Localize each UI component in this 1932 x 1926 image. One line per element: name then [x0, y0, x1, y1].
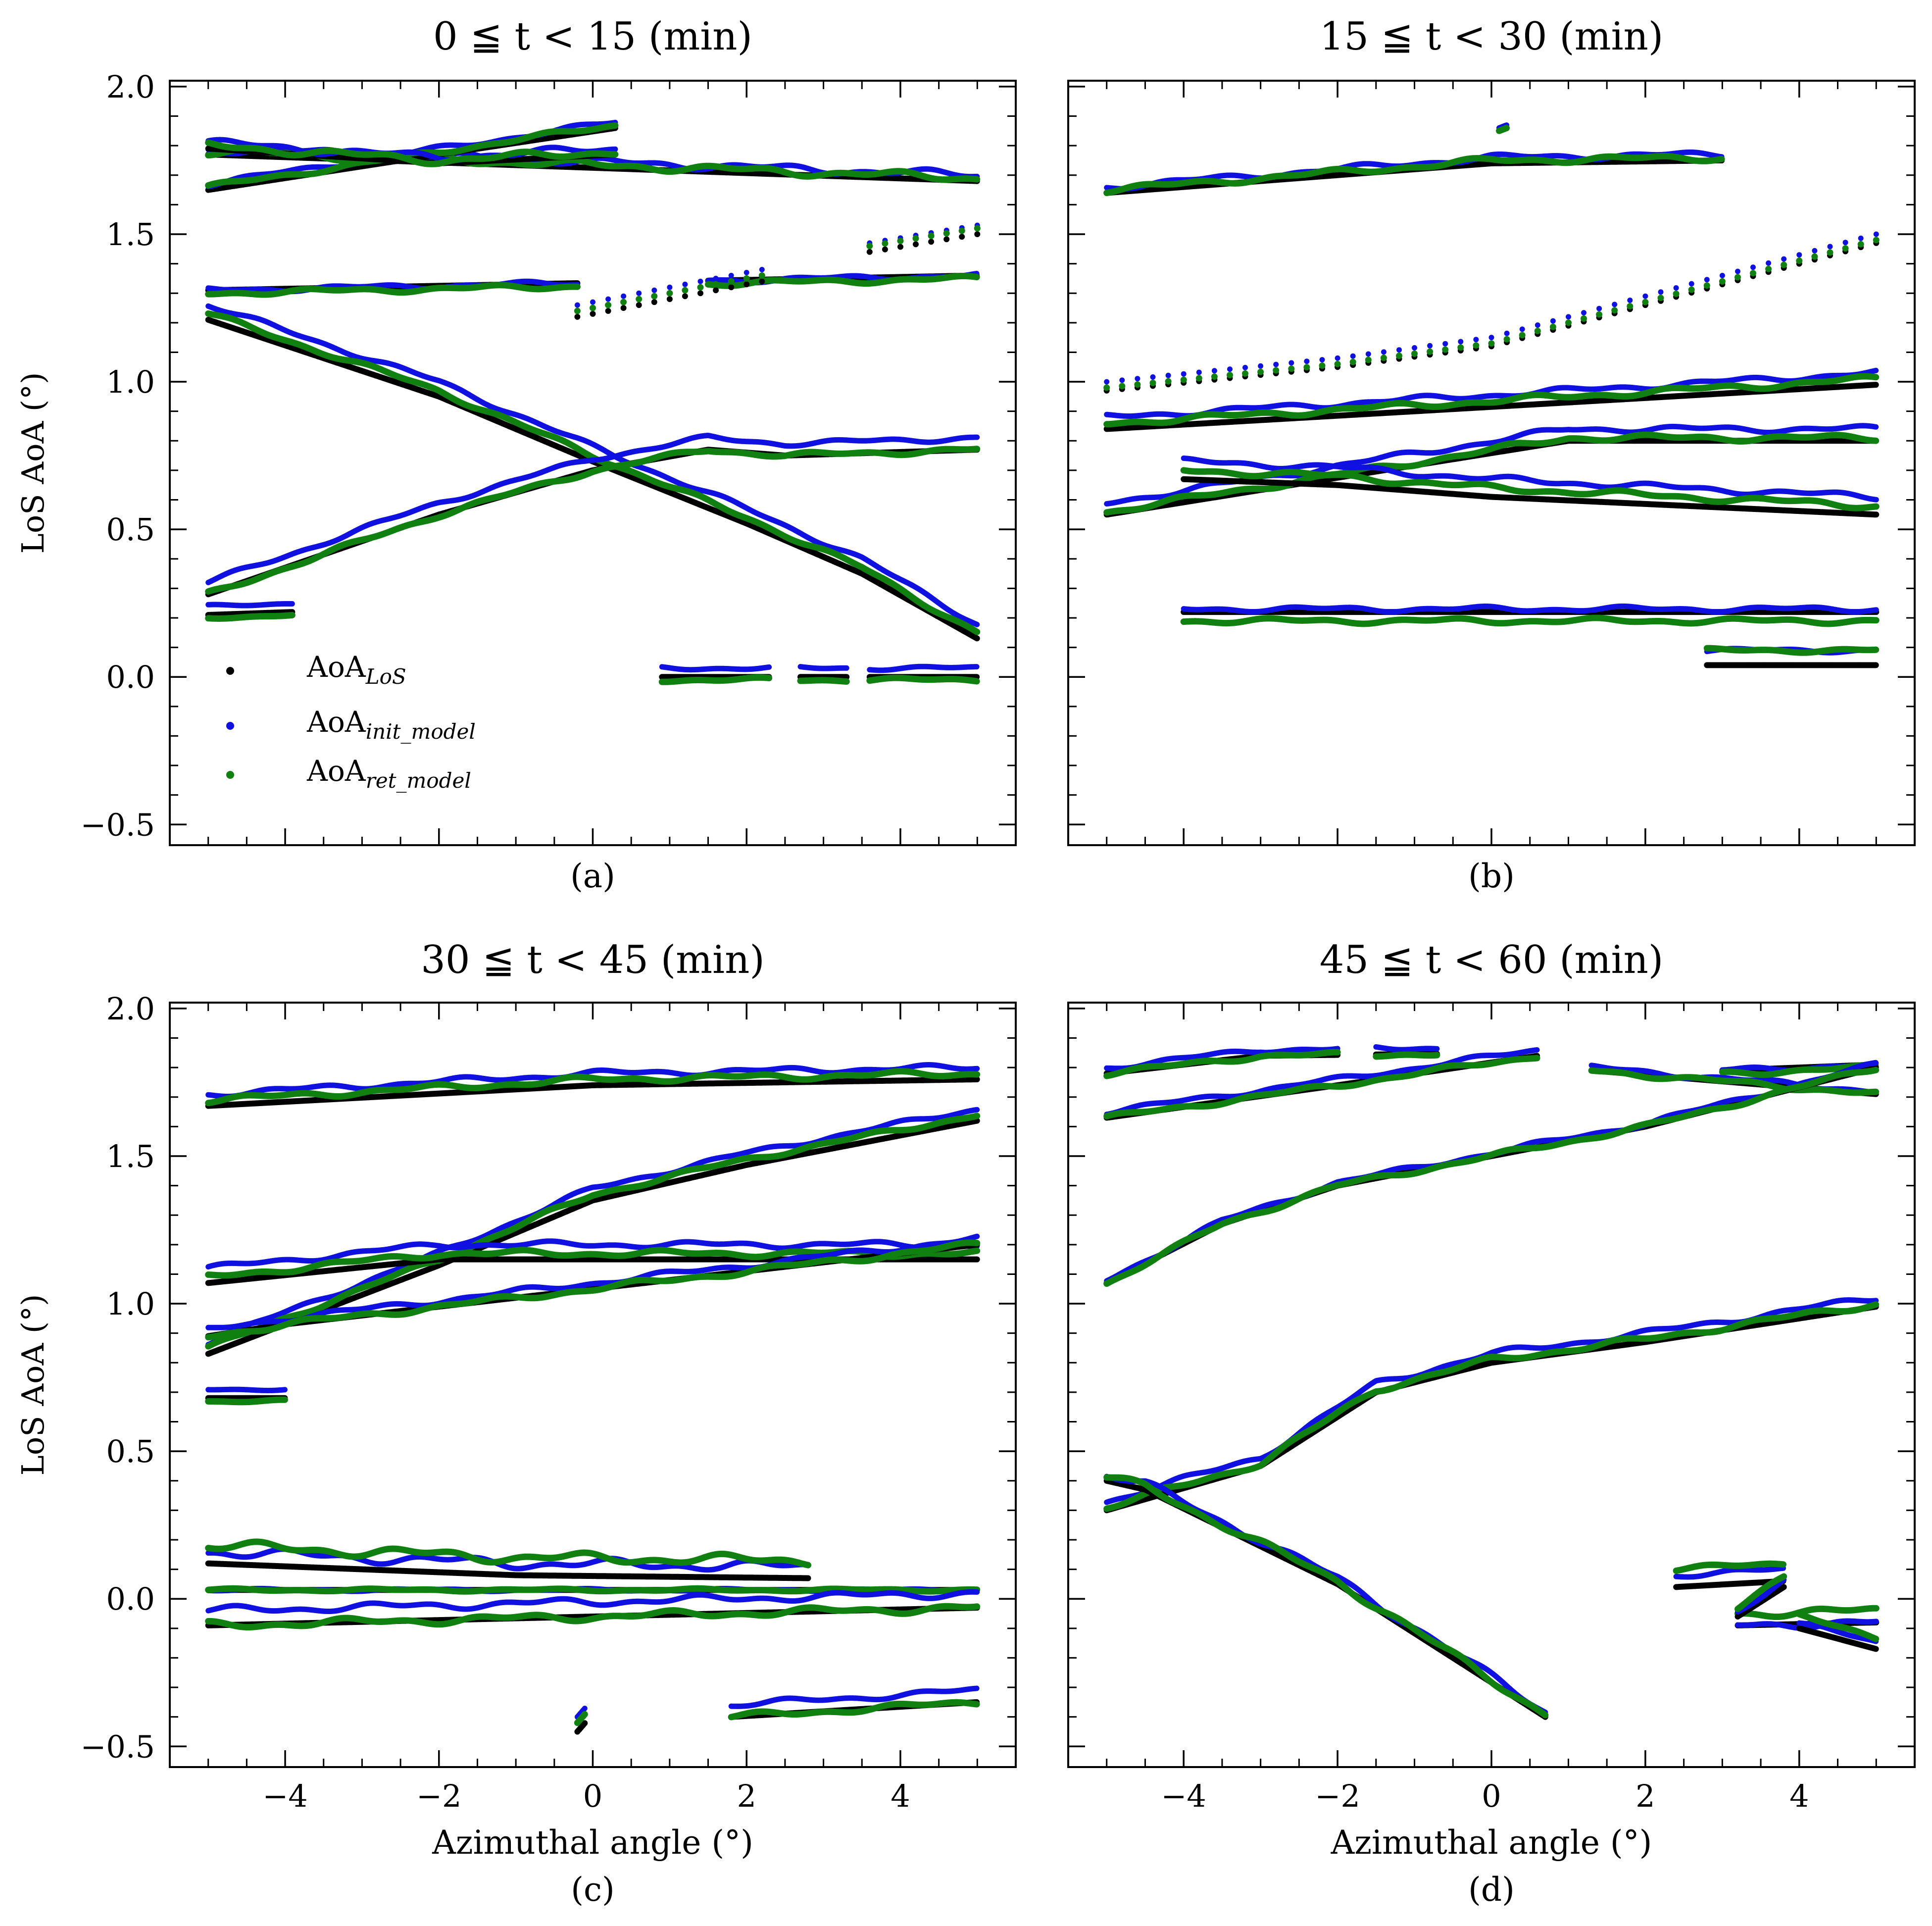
panel-title: 0 ≦ t < 15 (min) — [433, 14, 752, 59]
y-tick-label: 0.5 — [106, 511, 155, 548]
y-tick-label: −0.5 — [80, 807, 155, 843]
panel-a: 0 ≦ t < 15 (min) −0.5 0.0 0.5 1.0 1.5 2.0 LoS A… — [15, 14, 1017, 895]
y-tick-label: 1.5 — [106, 216, 155, 253]
y-tick-label: 2.0 — [106, 69, 155, 105]
data-point-ret — [612, 122, 619, 129]
data-points — [205, 119, 981, 685]
data-point-ret — [974, 176, 981, 183]
y-axis-label: LoS AoA (°) — [15, 372, 51, 554]
y-tick-label: 1.0 — [106, 364, 155, 400]
y-tick-label: 0.0 — [106, 659, 155, 695]
data-point-init — [612, 146, 618, 152]
panel-label: (a) — [570, 857, 615, 895]
